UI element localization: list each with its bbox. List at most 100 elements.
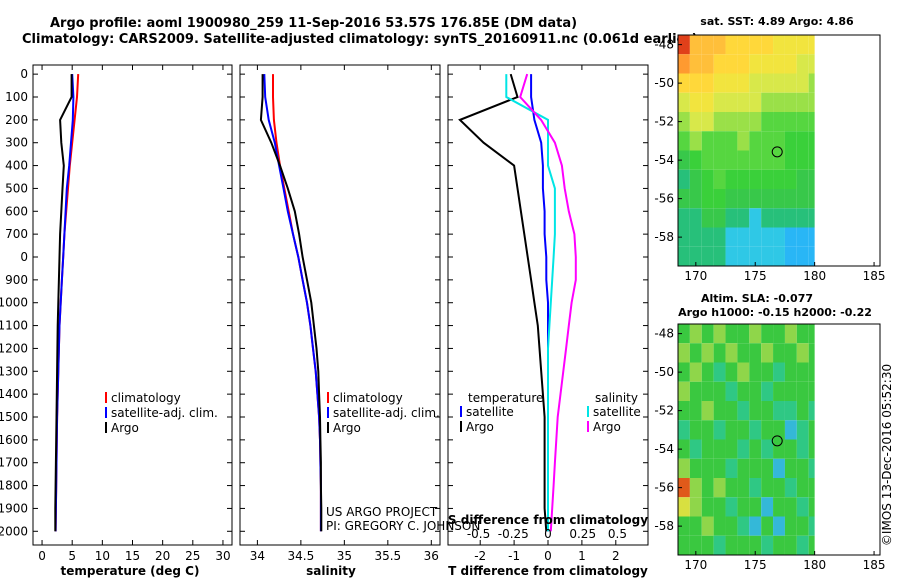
map_sla-cell (725, 497, 738, 517)
map_sst-cell (701, 92, 714, 112)
map_sla-cell (689, 362, 702, 382)
map_sst-cell (678, 112, 690, 132)
depth-tick-label: 1800 (0, 479, 28, 493)
map_sst-cell (689, 246, 702, 266)
map_sst-cell (725, 246, 738, 266)
map_sst-cell (725, 35, 738, 55)
map_sst-cell (713, 73, 726, 93)
difference-top-tick-label: -0.5 (467, 527, 490, 541)
map_sst-cell (749, 208, 762, 228)
map_sst-cell (701, 150, 714, 170)
map_sla-cell (737, 516, 750, 536)
map_sst-cell (737, 169, 750, 189)
map_sla-cell (796, 458, 809, 478)
map_sla-cell (725, 401, 738, 421)
depth-tick-label: 400 (5, 159, 28, 173)
map_sst-cell (725, 208, 738, 228)
map_sla-cell (737, 458, 750, 478)
map_sst-y-tick-label: -52 (654, 115, 674, 129)
map_sst-cell (725, 227, 738, 247)
map_sst-cell (737, 246, 750, 266)
map_sla-cell (773, 535, 785, 555)
map_sst-cell (725, 169, 738, 189)
map_sst-cell (808, 169, 815, 189)
map_sst-cell (808, 150, 815, 170)
map_sla-cell (701, 516, 714, 536)
map_sst-cell (761, 208, 774, 228)
map_sst-cell (713, 246, 726, 266)
map_sla-cell (678, 516, 690, 536)
map_sst-cell (737, 35, 750, 55)
map_sst-cell (689, 227, 702, 247)
map_sla-cell (773, 516, 785, 536)
map_sla-cell (808, 362, 815, 382)
map_sst-cell (796, 169, 809, 189)
panel-salinity (239, 64, 441, 546)
map_sla-cell (784, 439, 797, 459)
map_sst-cell (796, 150, 809, 170)
map_sla-cell (749, 497, 762, 517)
map_sla-x-tick-label: 175 (744, 558, 767, 572)
map_sst-cell (678, 189, 690, 209)
map_sla-cell (773, 420, 785, 440)
map_sst-cell (773, 92, 785, 112)
map_sla-cell (701, 324, 714, 344)
map_sst-cell (701, 112, 714, 132)
map_sla-float-marker (771, 435, 783, 447)
map_sst-cell (784, 227, 797, 247)
map_sst-cell (808, 73, 815, 93)
map_sst-cell (808, 227, 815, 247)
map_sst-cell (796, 73, 809, 93)
map_sla-cell (784, 497, 797, 517)
map_sst-cell (678, 208, 690, 228)
map_sla-cell (761, 439, 774, 459)
map_sst-cell (773, 169, 785, 189)
map_sla-cell (689, 381, 702, 401)
temperature-x-tick-label: 30 (215, 549, 230, 563)
credit-pi: PI: GREGORY C. JOHNSON (326, 519, 480, 533)
salinity-legend-argo: Argo (333, 421, 361, 435)
map_sla-cell (796, 324, 809, 344)
map_sla-cell (784, 343, 797, 363)
map_sst-cell (796, 54, 809, 74)
depth-tick-label: 600 (5, 204, 28, 218)
map_sla-cell (713, 478, 726, 498)
map_sst-cell (725, 150, 738, 170)
difference-top-tick-label: 0.5 (608, 527, 627, 541)
map_sst-x-tick-label: 170 (684, 269, 707, 283)
map_sst-cell (784, 150, 797, 170)
difference-legend-t-satellite: satellite (466, 405, 514, 419)
difference-x-tick-label: -2 (474, 549, 486, 563)
difference-legend-temperature-title: temperature (468, 391, 543, 405)
map_sst-cell (796, 92, 809, 112)
salinity-x-tick-label: 36 (424, 549, 439, 563)
map_sla-y-tick-label: -58 (654, 519, 674, 533)
map_sla-cell (808, 381, 815, 401)
map_sla-cell (784, 420, 797, 440)
map_sst-cell (713, 208, 726, 228)
map_sla-cell (701, 497, 714, 517)
map_sla-cell (701, 343, 714, 363)
depth-tick-label: 700 (5, 227, 28, 241)
map_sst-cell (761, 112, 774, 132)
map_sst-cell (808, 246, 815, 266)
map_sla-cell (737, 439, 750, 459)
map_sla-cell (737, 343, 750, 363)
map_sst-cell (808, 54, 815, 74)
map_sst-cell (784, 35, 797, 55)
map_sla-cell (689, 343, 702, 363)
map_sla-cell (808, 458, 815, 478)
difference-legend-salinity-title: salinity (595, 391, 638, 405)
map_sst-x-tick-label: 185 (863, 269, 886, 283)
map_sst-cell (773, 131, 785, 151)
map_sla-cell (678, 535, 690, 555)
salinity-legend-satellite-adj-clim-: satellite-adj. clim. (333, 406, 440, 420)
map_sla-cell (808, 439, 815, 459)
map_sst-cell (796, 112, 809, 132)
map_sla-cell (678, 343, 690, 363)
map_sla-cell (725, 535, 738, 555)
temperature-x-tick-label: 15 (125, 549, 140, 563)
map_sst-cell (713, 150, 726, 170)
map_sst-cell (689, 131, 702, 151)
map_sst-cell (725, 189, 738, 209)
